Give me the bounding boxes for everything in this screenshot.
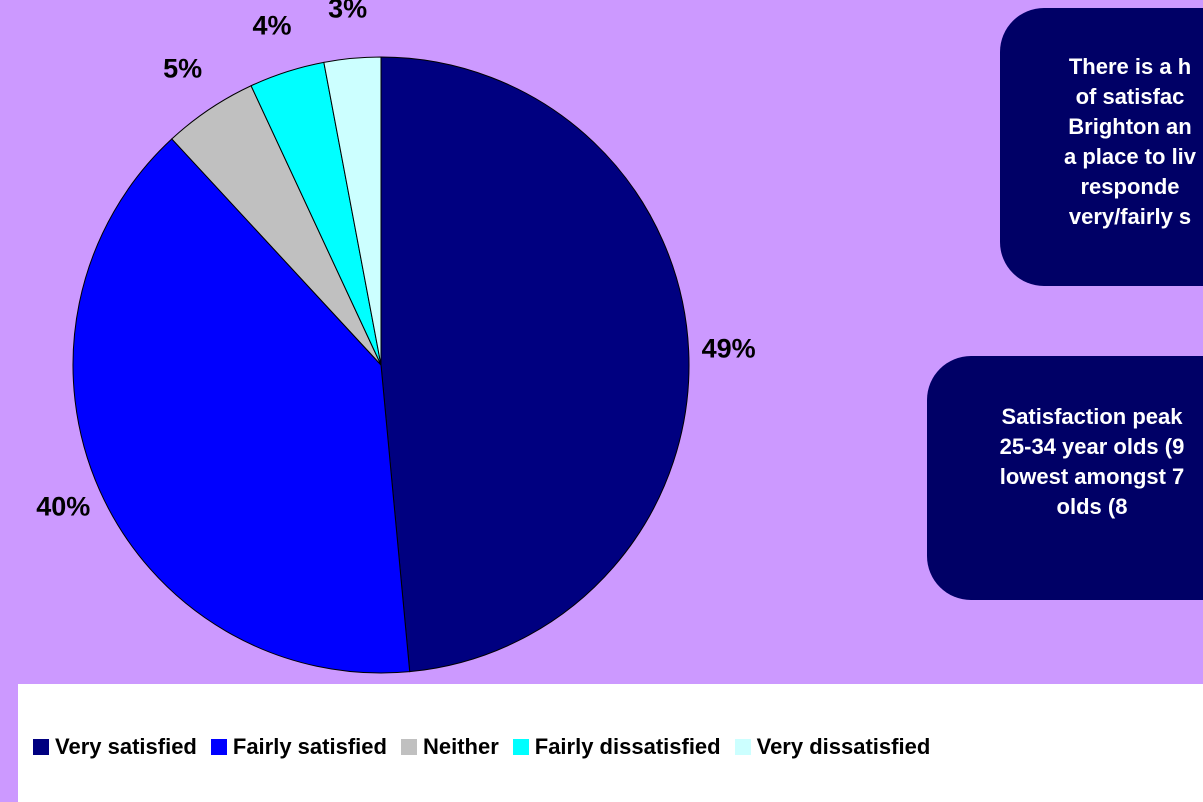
data-label-very-satisfied: 49% [701,333,756,364]
callout-line: olds (8 [1056,494,1128,519]
legend-swatch [512,739,529,755]
legend-label: Very dissatisfied [756,734,931,759]
callout-line: of satisfac [1075,84,1185,109]
legend-label: Neither [422,734,499,759]
callout-line: Satisfaction peak [1001,404,1183,429]
callout-line: Brighton an [1068,114,1192,139]
pie-slice-very-satisfied [380,56,690,673]
legend-item-neither: Neither [400,734,499,760]
callout-line: There is a h [1068,54,1192,79]
pie-slice-very-dissatisfied [323,56,382,366]
data-label-very-dissatisfied: 3% [328,0,368,24]
legend-item-fairly-satisfied: Fairly satisfied [210,734,387,760]
legend-item-very-satisfied: Very satisfied [33,734,197,760]
legend-swatch [210,739,227,755]
pie-slice-fairly-satisfied [72,138,411,674]
data-label-neither: 5% [163,53,203,84]
callout-line: 25-34 year olds (9 [999,434,1185,459]
legend-swatch [734,739,751,755]
legend-swatch [400,739,417,755]
satisfaction-callout: There is a h of satisfac Brighton an a p… [1000,8,1203,286]
legend-row: Very satisfied Fairly satisfied Neither Fai… [33,734,944,760]
legend-item-very-dissatisfied: Very dissatisfied [734,734,931,760]
legend-swatch [33,739,49,755]
legend-label: Fairly satisfied [232,734,387,759]
data-label-fairly-satisfied: 40% [36,491,91,522]
age-callout: Satisfaction peak 25-34 year olds (9 low… [927,356,1203,600]
legend-label: Very satisfied [55,734,197,759]
callout-line: a place to liv [1063,144,1197,169]
callout-line: responde [1080,174,1180,199]
legend-item-fairly-dissatisfied: Fairly dissatisfied [512,734,721,760]
callout-line: very/fairly s [1068,204,1192,229]
chart-legend: Very satisfied Fairly satisfied Neither Fai… [18,684,1203,802]
legend-label: Fairly dissatisfied [534,734,721,759]
data-label-fairly-dissatisfied: 4% [252,10,292,41]
callout-line: lowest amongst 7 [999,464,1185,489]
